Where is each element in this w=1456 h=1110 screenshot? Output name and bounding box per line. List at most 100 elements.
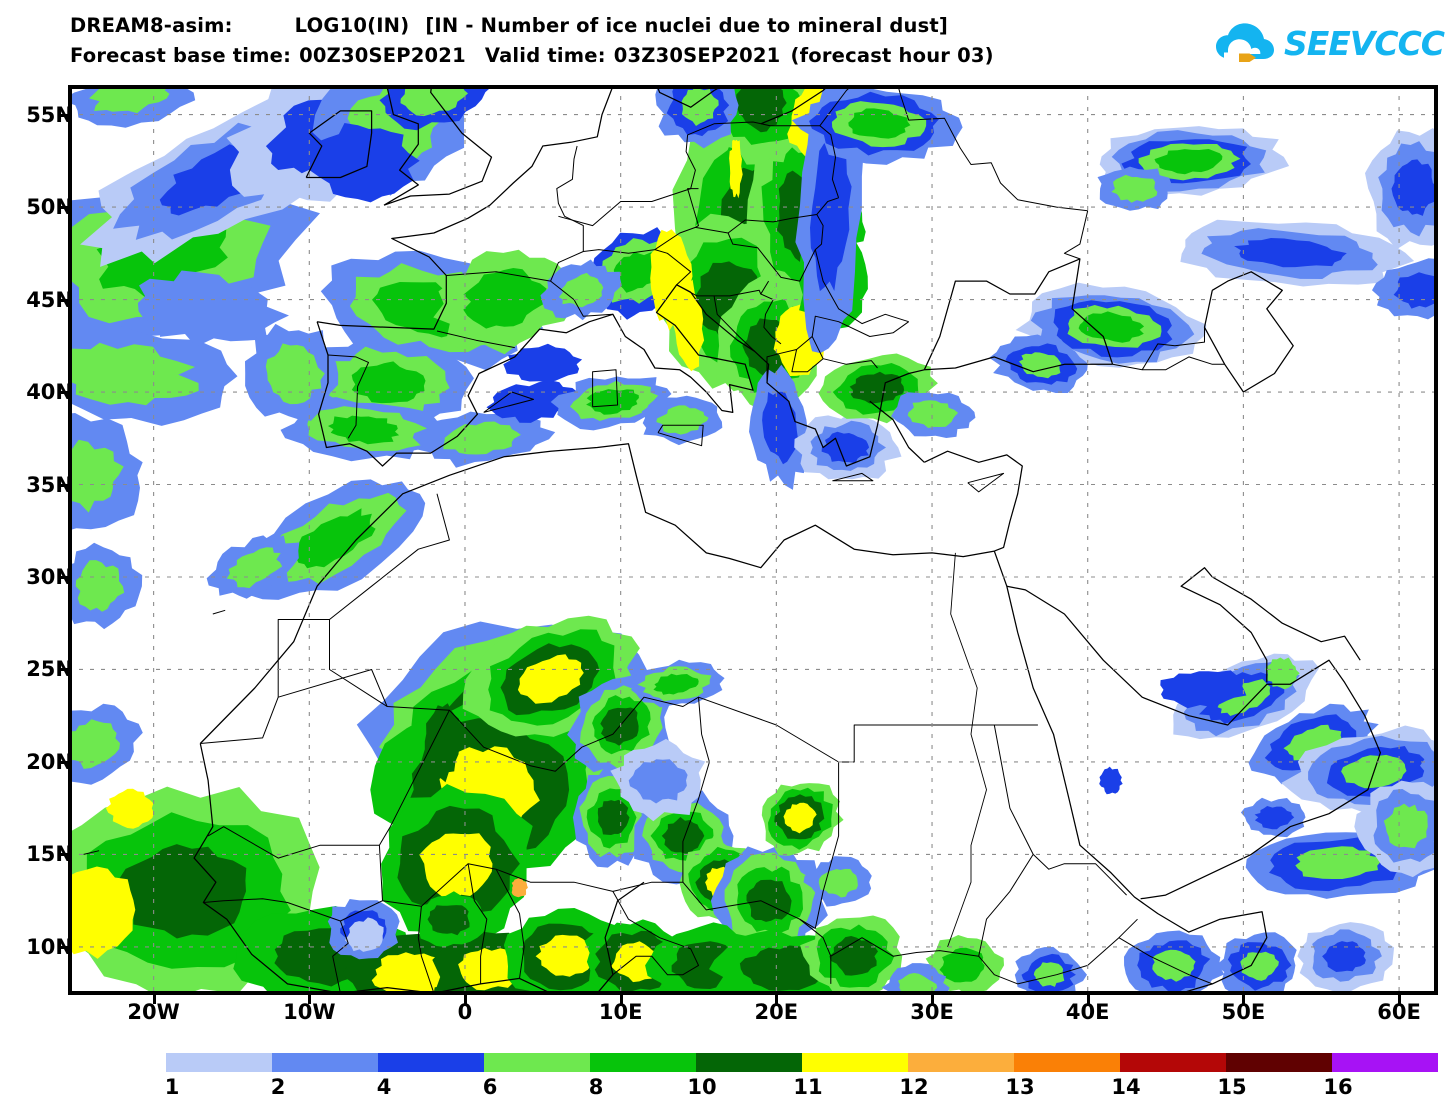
colorbar-segment-7	[908, 1053, 1014, 1072]
y-axis-tick	[59, 113, 69, 117]
colorbar-segment-4	[590, 1053, 696, 1072]
colorbar[interactable]: 1 2 4 6 8 10 11 12 13 14 15 16	[164, 1053, 1438, 1103]
valid-time-label: Valid time:	[484, 44, 606, 67]
x-axis-tick	[1242, 994, 1246, 1004]
colorbar-tick-12: 12	[899, 1075, 929, 1099]
yemen-coast-2	[1295, 846, 1382, 879]
thrace-plume-2	[849, 371, 905, 404]
x-axis-label-50e: 50E	[1221, 1000, 1266, 1024]
senegal-hole-core-0	[344, 917, 384, 952]
colorbar-gradient	[166, 1053, 1438, 1072]
alps-plume-2	[612, 251, 660, 293]
darfur-north-edge-1	[818, 868, 858, 898]
nile-south-1	[898, 973, 938, 995]
colorbar-tick-6: 6	[482, 1075, 498, 1099]
colorbar-tick-13: 13	[1005, 1075, 1035, 1099]
nigeria-core-2	[535, 934, 596, 977]
caspian-north-band-2	[1234, 238, 1347, 268]
dust-concentration-map[interactable]	[68, 85, 1438, 995]
sudan-west-3	[746, 879, 792, 922]
poland-streak-0	[729, 139, 743, 199]
y-axis-tick	[59, 298, 69, 302]
y-axis-tick	[59, 945, 69, 949]
sardinia-plume-2	[586, 389, 639, 415]
concentration-contours	[68, 85, 1438, 995]
ethiopia-spot-2	[1033, 962, 1065, 987]
colorbar-segment-9	[1120, 1053, 1226, 1072]
atlas-plume-2	[293, 508, 376, 569]
po-valley-1	[558, 272, 604, 308]
darfur-2	[829, 936, 878, 976]
colorbar-segment-6	[802, 1053, 908, 1072]
dhofar-blue-1	[1254, 806, 1295, 830]
x-axis-tick	[619, 994, 623, 1004]
colorbar-segment-5	[696, 1053, 802, 1072]
map-plot-area[interactable]	[68, 85, 1438, 995]
black-sea-east-2	[1018, 352, 1062, 379]
colorbar-tick-1: 1	[164, 1075, 180, 1099]
colorbar-segment-11	[1332, 1053, 1438, 1072]
x-axis-label-40e: 40E	[1065, 1000, 1110, 1024]
x-axis-label-0: 0	[457, 1000, 473, 1024]
gulf-of-aden-w-2	[1152, 949, 1196, 982]
ionian-channel-1	[762, 391, 799, 465]
colorbar-segment-3	[484, 1053, 590, 1072]
arrow-icon	[1238, 53, 1256, 62]
y-axis-tick	[59, 483, 69, 487]
morocco-coast-1	[226, 547, 283, 589]
chad-north-3	[661, 817, 705, 854]
graticule	[68, 85, 1438, 995]
mali-core-2	[419, 833, 493, 901]
ligurian-0	[503, 343, 583, 383]
volga-plume-4	[1154, 149, 1223, 175]
atlantic-sahel-west-2	[118, 844, 247, 939]
x-axis-label-20w: 20W	[127, 1000, 180, 1024]
y-axis-tick	[59, 206, 69, 210]
forecast-hour-value: (forecast hour 03)	[790, 44, 994, 67]
colorbar-tick-2: 2	[270, 1075, 286, 1099]
colorbar-tick-11: 11	[793, 1075, 823, 1099]
header-time-line: Forecast base time: 00Z30SEP2021 Valid tim…	[70, 44, 994, 67]
model-label: DREAM8-asim:	[70, 14, 233, 37]
baltic-north-2	[736, 85, 787, 133]
y-axis-tick	[59, 853, 69, 857]
somalia-north-2	[1240, 951, 1279, 981]
plot-border	[68, 85, 1438, 995]
x-axis-tick	[931, 994, 935, 1004]
seevccc-logo: SEEVCCC	[1214, 18, 1445, 68]
colorbar-tick-8: 8	[588, 1075, 604, 1099]
x-axis-tick	[152, 994, 156, 1004]
canary-offshore-1	[75, 560, 125, 612]
uae-spot-0	[1265, 657, 1300, 690]
balearic-0	[486, 380, 577, 423]
algeria-south-3	[517, 654, 584, 704]
colorbar-tick-14: 14	[1111, 1075, 1141, 1099]
variable-description: [IN - Number of ice nuclei due to minera…	[425, 14, 949, 37]
colorbar-tick-16: 16	[1323, 1075, 1353, 1099]
kazakh-corner-2	[1391, 159, 1438, 216]
header-title-line: DREAM8-asim: LOG10(IN) [IN - Number of ice…	[70, 14, 948, 37]
colorbar-segment-8	[1014, 1053, 1120, 1072]
asir-spot-0	[1099, 766, 1123, 795]
x-axis-label-30e: 30E	[910, 1000, 954, 1024]
colorbar-segment-10	[1226, 1053, 1332, 1072]
far-nw-corner-1	[89, 85, 170, 114]
colorbar-tick-10: 10	[687, 1075, 717, 1099]
sudan-north-3	[783, 802, 817, 834]
cape-verde-max-0	[68, 866, 136, 959]
x-axis-tick	[308, 994, 312, 1004]
niger-east-3	[597, 799, 630, 835]
irish-sea-0	[310, 123, 420, 203]
x-axis-label-10e: 10E	[598, 1000, 643, 1024]
baltic-sea-2	[681, 85, 719, 126]
offshore-max-n-0	[105, 788, 154, 829]
logo-text: SEEVCCC	[1283, 23, 1445, 63]
colorbar-segment-1	[272, 1053, 378, 1072]
north-britain-1	[400, 85, 468, 117]
aral-band-1	[1393, 272, 1438, 309]
ghana-togo-1	[458, 948, 523, 991]
atlantic-plume-canary-1	[68, 439, 124, 513]
volga-sub-1	[1111, 174, 1158, 203]
belarus-plume-3	[848, 108, 911, 139]
